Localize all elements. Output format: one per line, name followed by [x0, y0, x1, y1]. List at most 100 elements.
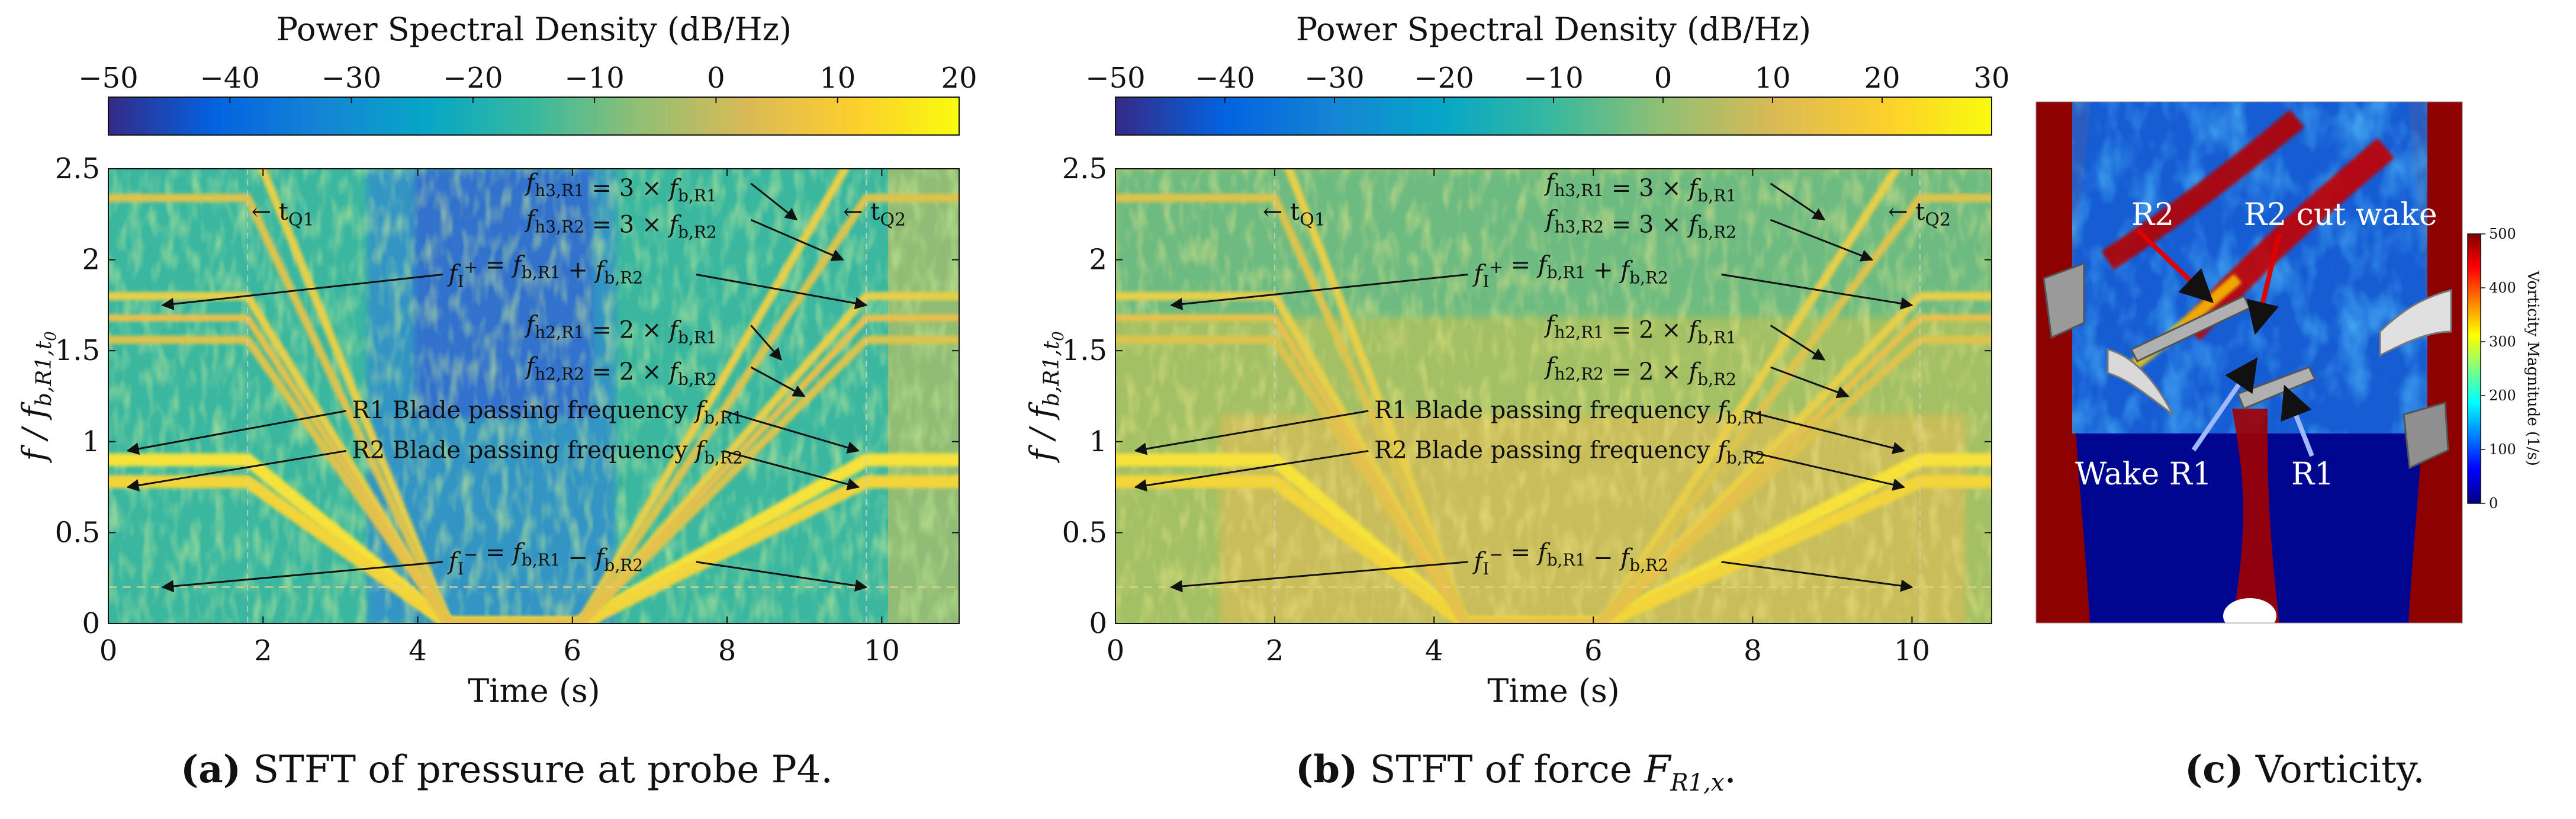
- annotation-a: R1 Blade passing frequency fb,R1: [352, 397, 743, 428]
- colorbar-a-tick-label: 20: [941, 62, 977, 95]
- annotation-arrow-a: [750, 182, 798, 221]
- annotation-a: fh2,R1 = 2 × fb,R1: [524, 311, 716, 347]
- caption-b-subscript: R1,x: [1670, 769, 1725, 796]
- frequency-track-b: [1115, 194, 1992, 624]
- annotation-a: R2 Blade passing frequency fb,R2: [352, 436, 743, 467]
- frequency-track-a: [108, 194, 959, 624]
- colorbar-a-tick-label: −30: [321, 62, 381, 95]
- caption-c-letter: (c): [2185, 747, 2244, 792]
- blade-right-3: [2403, 402, 2449, 470]
- annotation-arrow-b: [1134, 449, 1369, 492]
- colorbar-b-title: Power Spectral Density (dB/Hz): [1296, 11, 1811, 48]
- frequency-track-b: [1115, 475, 1992, 624]
- central-jet: [2232, 409, 2279, 623]
- x-tick-label-a: 6: [564, 634, 582, 667]
- annotation-arrow-b: [1745, 410, 1906, 454]
- vorticity-tick-label: 500: [2489, 226, 2516, 242]
- frequency-track-a: [108, 292, 959, 624]
- vorticity-tick-label: 400: [2489, 280, 2516, 296]
- blade-left-2: [2107, 348, 2174, 416]
- annotation-arrow-b: [1170, 561, 1468, 593]
- x-tick-label-a: 0: [99, 634, 118, 667]
- panel-a: Power Spectral Density (dB/Hz) −50 −40 −30…: [15, 11, 977, 709]
- blade-right-2: [2379, 289, 2452, 357]
- annotation-arrow-a: [750, 219, 844, 261]
- blade-right-1: [2237, 366, 2317, 410]
- colorbar-a-tick-label: −10: [564, 62, 624, 95]
- colorbar-b: [1115, 97, 1992, 136]
- colorbar-b-tick-label: 30: [1973, 62, 2009, 95]
- annotation-arrow-a: [161, 273, 443, 310]
- x-tick-label-b: 8: [1744, 634, 1762, 667]
- xlabel-a: Time (s): [468, 672, 600, 709]
- frequency-track-b: [1284, 169, 1902, 624]
- vorticity-tick-label: 100: [2489, 441, 2516, 458]
- colorbar-b-tick-label: −10: [1523, 62, 1583, 95]
- annotation-arrow-a: [723, 449, 860, 490]
- colorbar-a-tick-label: −20: [443, 62, 503, 95]
- annotation-b: ← tQ1: [1263, 198, 1326, 230]
- caption-b-letter: (b): [1295, 747, 1358, 792]
- x-tick-label-a: 8: [718, 634, 737, 667]
- frequency-track-a: [108, 335, 959, 624]
- y-tick-label-b: 2: [1089, 243, 1107, 277]
- annotation-arrow-b: [1770, 366, 1850, 399]
- colorbar-a-tick-label: 0: [707, 62, 725, 95]
- annotation-arrow-b: [1770, 219, 1874, 262]
- frequency-track-b: [1115, 335, 1992, 624]
- arrow-r2-cut: [2246, 233, 2282, 335]
- annotation-arrow-a: [723, 410, 860, 454]
- label-r1: R1: [2291, 457, 2334, 492]
- arrow-r2: [2136, 228, 2214, 303]
- y-tick-label-a: 1: [82, 425, 100, 458]
- wake-streak-1: [2101, 110, 2305, 270]
- colorbar-a-tick-label: −50: [78, 62, 138, 95]
- x-tick-label-a: 10: [864, 634, 900, 667]
- spectrogram-b-frame: [1115, 168, 1992, 624]
- annotation-arrow-b: [1745, 449, 1906, 491]
- annotation-a: ← tQ1: [252, 198, 314, 230]
- colorbar-b-tick-label: −40: [1195, 62, 1255, 95]
- annotation-a: ← tQ2: [843, 198, 906, 230]
- caption-b-end: .: [1724, 748, 1736, 792]
- y-tick-label-b: 1: [1089, 425, 1107, 458]
- vorticity-tick-label: 200: [2489, 387, 2516, 404]
- y-tick-label-b: 0: [1089, 607, 1107, 640]
- caption-b: (b) STFT of force FR1,x.: [1295, 747, 1736, 796]
- vorticity-colorbar: [2467, 233, 2481, 504]
- arrow-r1: [2281, 384, 2314, 457]
- frequency-track-a: [108, 314, 959, 624]
- vorticity-tick-label: 300: [2489, 333, 2516, 350]
- arrow-wake-r1: [2191, 357, 2258, 452]
- colorbar-a-tick-label: −40: [200, 62, 260, 95]
- colorbar-a: [108, 97, 960, 136]
- annotation-arrow-b: [1770, 325, 1826, 361]
- annotation-arrow-b: [1134, 410, 1369, 455]
- annotation-arrow-a: [696, 273, 868, 310]
- colorbar-b-tick-label: 10: [1754, 62, 1790, 95]
- y-tick-label-b: 2.5: [1062, 152, 1107, 185]
- y-tick-label-b: 1.5: [1062, 334, 1107, 367]
- x-tick-label-b: 2: [1266, 634, 1284, 667]
- annotation-arrow-b: [1721, 273, 1913, 310]
- colorbar-b-tick-label: −30: [1304, 62, 1364, 95]
- colorbar-b-tick-label: 20: [1864, 62, 1900, 95]
- annotation-a: fh3,R2 = 3 × fb,R2: [524, 205, 716, 242]
- x-tick-label-b: 6: [1584, 634, 1603, 667]
- annotation-arrow-a: [696, 561, 868, 592]
- vorticity-colorbar-title: Vorticity Magnitude (1/s): [2524, 270, 2542, 466]
- y-tick-label-a: 2.5: [55, 152, 100, 185]
- spectrogram-a-frame: [108, 168, 960, 624]
- annotation-arrow-a: [126, 410, 346, 455]
- vorticity-colorbar-ticks: 0 100 200 300 400 500: [2481, 226, 2516, 512]
- axes-b: 0 2 4 6 8 10 0 0.5 1 1.5 2 2.5: [1062, 152, 1992, 667]
- spectrogram-a: [108, 168, 960, 624]
- y-tick-label-a: 0: [82, 607, 100, 640]
- annotation-b: fh2,R1 = 2 × fb,R1: [1544, 311, 1736, 347]
- label-r2-cut-wake: R2 cut wake: [2244, 197, 2437, 233]
- caption-a: (a) STFT of pressure at probe P4.: [181, 747, 833, 792]
- caption-b-text: STFT of force: [1358, 748, 1645, 792]
- annotation-b: fh2,R2 = 2 × fb,R2: [1544, 353, 1736, 389]
